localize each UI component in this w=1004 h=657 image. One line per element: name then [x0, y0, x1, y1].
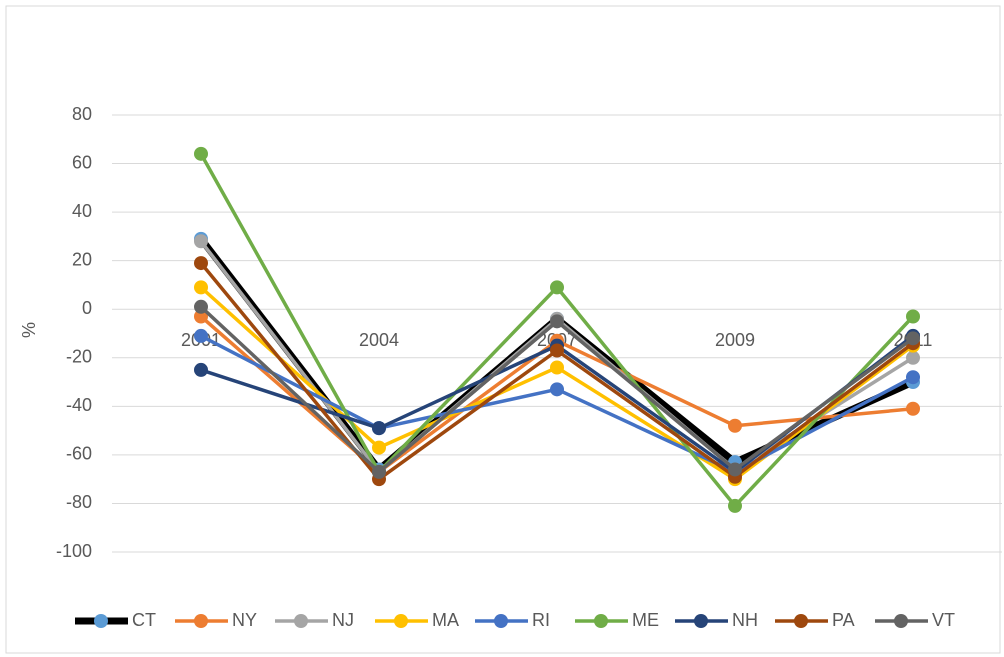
y-tick-label: -80	[66, 492, 92, 512]
data-point	[194, 299, 208, 314]
y-tick-label: -60	[66, 444, 92, 464]
data-point	[906, 370, 920, 385]
legend-marker	[894, 614, 908, 628]
data-point	[372, 440, 386, 455]
y-tick-label: 0	[82, 298, 92, 318]
legend-label: PA	[832, 610, 855, 630]
y-tick-label: -40	[66, 395, 92, 415]
legend-label: VT	[932, 610, 955, 630]
data-point	[728, 418, 742, 433]
legend-label: NY	[232, 610, 257, 630]
legend-marker	[494, 614, 508, 628]
data-point	[194, 328, 208, 343]
y-tick-label: 40	[72, 201, 92, 221]
data-point	[550, 280, 564, 295]
y-tick-label: 20	[72, 249, 92, 269]
legend-label: MA	[432, 610, 459, 630]
legend-label: NH	[732, 610, 758, 630]
legend-marker	[794, 614, 808, 628]
data-point	[194, 309, 208, 324]
x-tick-label: 2009	[715, 330, 755, 350]
data-point	[728, 462, 742, 477]
legend-label: ME	[632, 610, 659, 630]
data-point	[906, 401, 920, 416]
y-tick-label: 80	[72, 104, 92, 124]
legend-label: RI	[532, 610, 550, 630]
legend-marker	[394, 614, 408, 628]
data-point	[372, 421, 386, 436]
y-tick-label: -100	[56, 541, 92, 561]
chart-border	[5, 5, 1001, 654]
x-tick-label: 2004	[359, 330, 399, 350]
y-tick-label: 60	[72, 152, 92, 172]
legend-marker	[694, 614, 708, 628]
data-point	[906, 350, 920, 365]
data-point	[194, 256, 208, 271]
data-point	[372, 464, 386, 479]
data-point	[550, 360, 564, 375]
y-axis-label: %	[19, 322, 39, 338]
y-tick-label: -20	[66, 347, 92, 367]
data-point	[194, 362, 208, 377]
legend-marker	[594, 614, 608, 628]
data-point	[728, 498, 742, 513]
data-point	[906, 309, 920, 324]
legend-label: CT	[132, 610, 156, 630]
data-point	[194, 280, 208, 295]
data-point	[194, 234, 208, 249]
legend-marker	[94, 614, 108, 628]
legend-marker	[294, 614, 308, 628]
data-point	[906, 331, 920, 346]
data-point	[550, 382, 564, 397]
data-point	[550, 314, 564, 329]
legend-label: NJ	[332, 610, 354, 630]
legend-marker	[194, 614, 208, 628]
data-point	[550, 343, 564, 358]
data-point	[194, 146, 208, 161]
